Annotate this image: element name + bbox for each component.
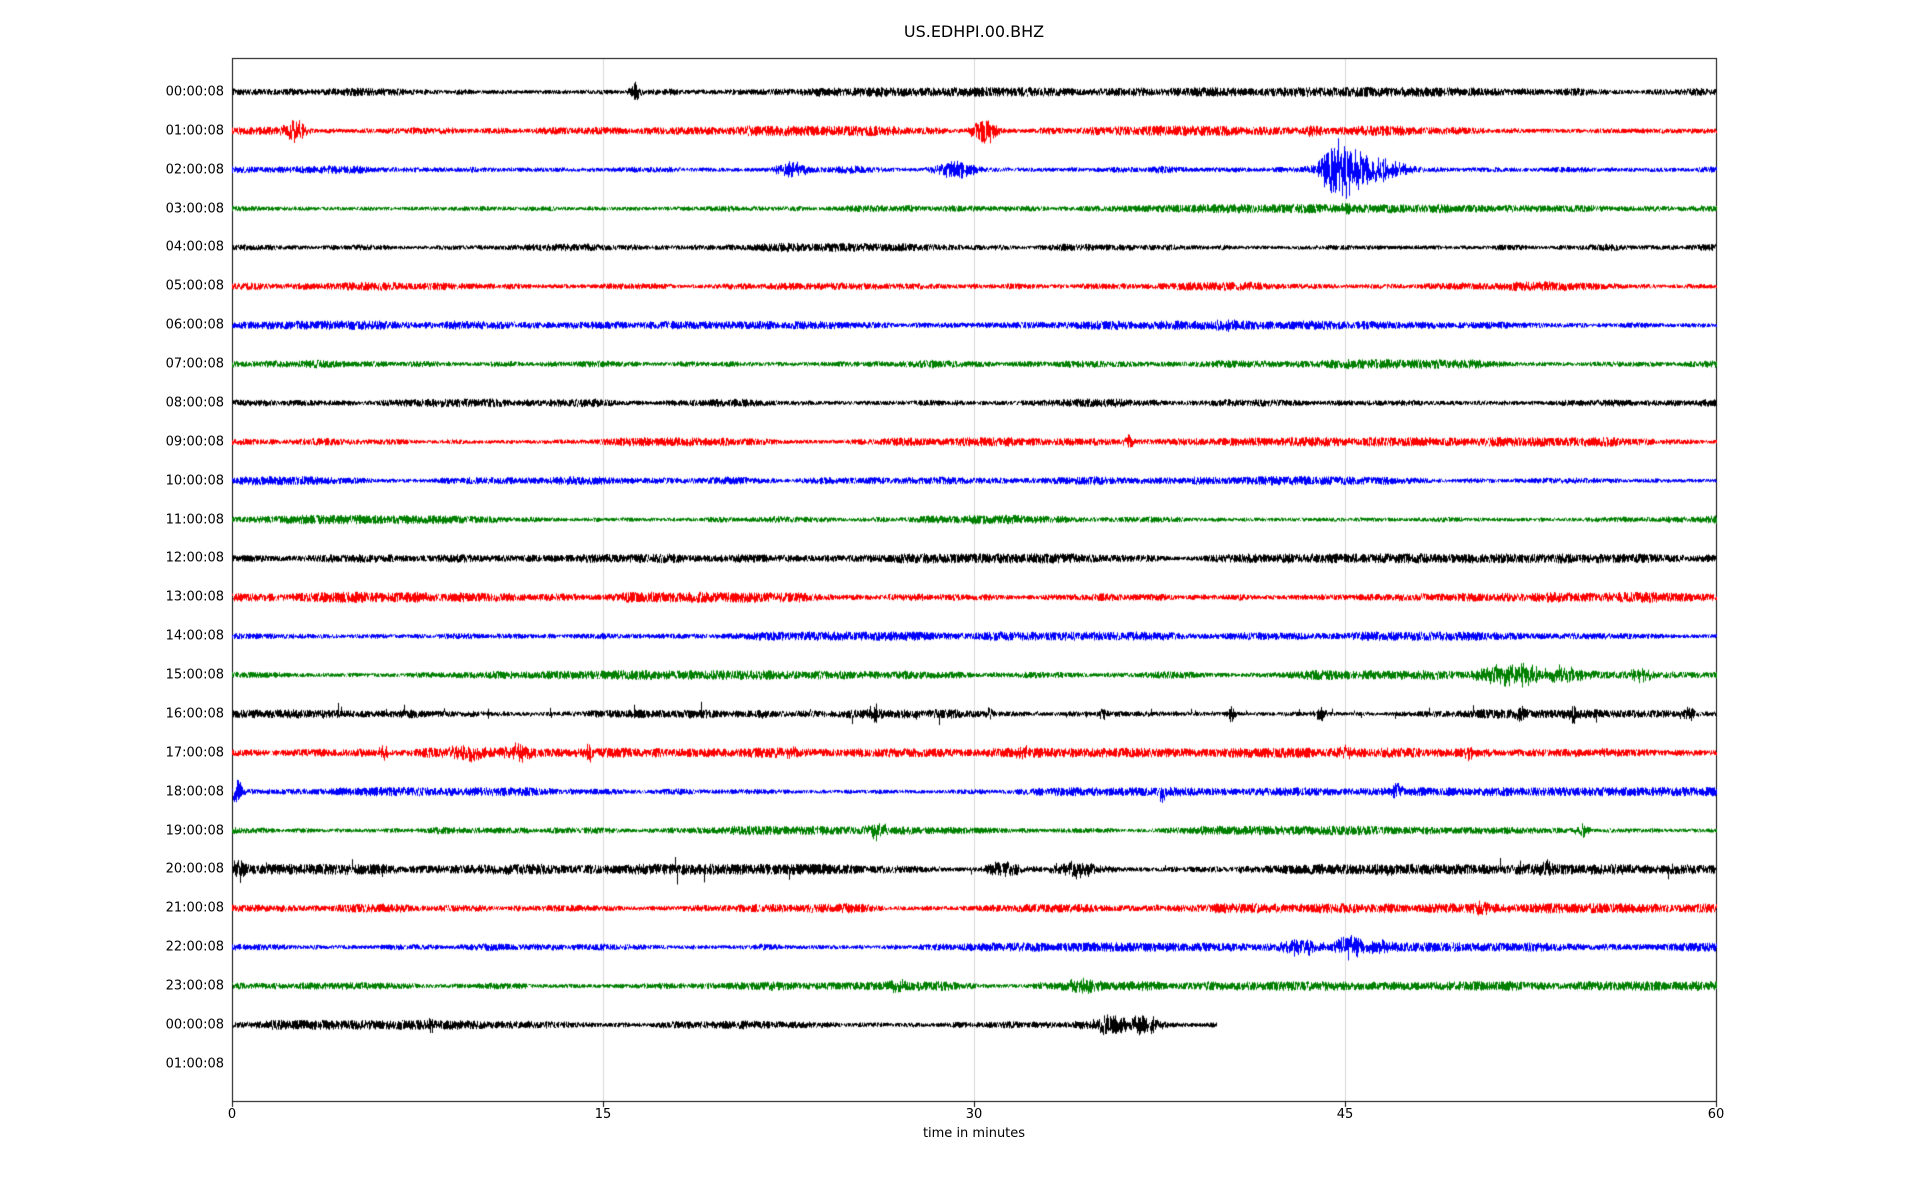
y-axis-row-label: 22:00:08 (165, 939, 224, 955)
y-axis-row-label: 00:00:08 (165, 84, 224, 100)
y-axis-row-label: 01:00:08 (165, 1056, 224, 1072)
y-axis-row-label: 07:00:08 (165, 356, 224, 372)
y-axis-row-label: 01:00:08 (165, 123, 224, 139)
y-axis-row-label: 15:00:08 (165, 667, 224, 683)
y-axis-row-label: 17:00:08 (165, 745, 224, 761)
y-axis-row-label: 19:00:08 (165, 823, 224, 839)
y-axis-row-label: 16:00:08 (165, 706, 224, 722)
y-axis-row-label: 20:00:08 (165, 861, 224, 877)
y-axis-row-label: 11:00:08 (165, 512, 224, 528)
y-axis-row-label: 05:00:08 (165, 278, 224, 294)
x-axis-tick-label: 15 (594, 1107, 612, 1122)
y-axis-row-label: 14:00:08 (165, 628, 224, 644)
y-axis-row-label: 10:00:08 (165, 473, 224, 489)
x-axis-label: time in minutes (922, 1126, 1026, 1141)
y-axis-row-label: 09:00:08 (165, 434, 224, 450)
y-axis-row-label: 00:00:08 (165, 1017, 224, 1033)
y-axis-row-label: 23:00:08 (165, 978, 224, 994)
x-axis-tick-label: 30 (965, 1107, 983, 1122)
y-axis-row-label: 04:00:08 (165, 239, 224, 255)
y-axis-row-label: 02:00:08 (165, 162, 224, 178)
y-axis-row-label: 21:00:08 (165, 900, 224, 916)
x-axis-tick-label: 45 (1336, 1107, 1354, 1122)
y-axis-row-label: 06:00:08 (165, 317, 224, 333)
y-axis-row-label: 08:00:08 (165, 395, 224, 411)
x-axis-tick-label: 0 (227, 1107, 237, 1122)
x-axis-tick-label: 60 (1707, 1107, 1725, 1122)
y-axis-row-label: 13:00:08 (165, 589, 224, 605)
y-axis-row-label: 03:00:08 (165, 201, 224, 217)
y-axis-row-label: 18:00:08 (165, 784, 224, 800)
y-axis-row-label: 12:00:08 (165, 550, 224, 566)
